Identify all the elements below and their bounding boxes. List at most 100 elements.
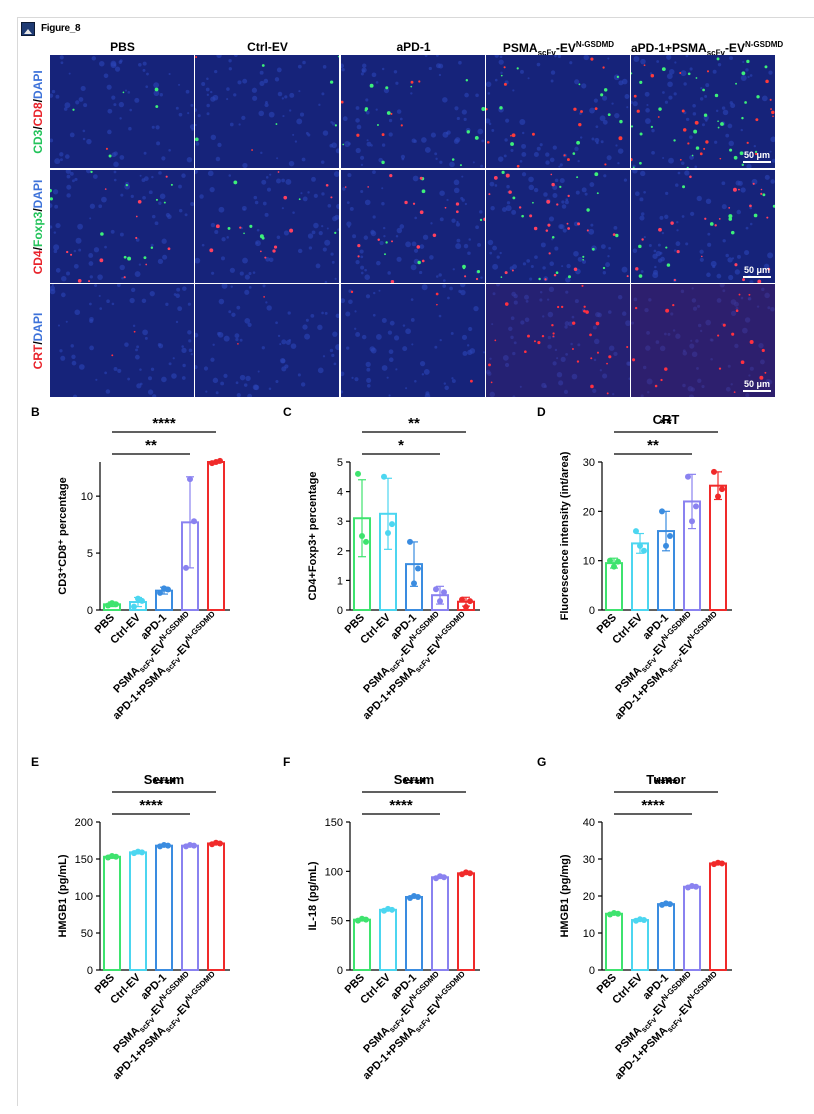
- significance-label: **: [660, 415, 672, 432]
- data-point: [667, 533, 673, 539]
- data-point: [641, 547, 647, 554]
- data-point: [139, 849, 145, 856]
- y-tick-label: 150: [75, 854, 93, 866]
- bar: [207, 461, 225, 611]
- data-point: [359, 533, 365, 539]
- y-tick-label: 0: [589, 965, 595, 977]
- micrograph-r2-c2: [341, 284, 485, 397]
- data-point: [389, 906, 395, 913]
- micrograph-r2-c0: [50, 284, 194, 397]
- data-point: [217, 457, 223, 464]
- significance-label: **: [647, 437, 659, 454]
- data-point: [381, 473, 387, 480]
- x-tick-label: Ctrl-EV: [610, 611, 645, 646]
- figure-title: Figure_8: [41, 23, 81, 34]
- data-point: [433, 586, 439, 593]
- data-point: [355, 470, 361, 477]
- column-label-4: aPD-1+PSMAscFv-EVN-GSDMD: [631, 40, 784, 58]
- micrograph-r2-c3: [486, 284, 630, 397]
- data-point: [113, 853, 119, 860]
- scale-bar: 50 μm: [743, 265, 771, 278]
- y-tick-label: 200: [75, 817, 93, 829]
- data-point: [667, 901, 673, 908]
- bar: [709, 862, 727, 971]
- micrograph-r1-c1: [195, 170, 339, 283]
- bar: [657, 903, 675, 971]
- data-point: [441, 874, 447, 881]
- y-tick-label: 10: [81, 491, 93, 503]
- data-point: [385, 530, 391, 537]
- data-point: [165, 586, 171, 593]
- chart-d: CRT Fluorescence intensity (int/area) 0 10 2…: [559, 412, 732, 722]
- y-tick-label: 3: [337, 516, 343, 528]
- panel-letter-c: C: [283, 405, 292, 419]
- x-tick-label: Ctrl-EV: [108, 971, 143, 1006]
- micrograph-r2-c1: [195, 284, 339, 397]
- column-label-0: PBS: [110, 40, 135, 54]
- data-point: [191, 842, 197, 849]
- data-point: [139, 597, 145, 604]
- y-tick-label: 20: [583, 506, 595, 518]
- data-point: [685, 473, 691, 480]
- data-point: [467, 870, 473, 877]
- data-point: [441, 589, 447, 596]
- data-point: [165, 842, 171, 849]
- data-point: [615, 910, 621, 917]
- significance-label: **: [408, 415, 420, 432]
- data-point: [637, 542, 643, 549]
- y-axis-label: CD3⁺CD8⁺ percentage: [57, 477, 69, 594]
- micrograph-r1-c4: 50 μm: [631, 170, 775, 283]
- y-tick-label: 30: [583, 854, 595, 866]
- significance-label: ****: [641, 797, 665, 814]
- x-tick-label: Ctrl-EV: [108, 611, 143, 646]
- significance-label: ****: [654, 775, 678, 792]
- panel-letter-e: E: [31, 755, 40, 769]
- micrograph-r0-c3: [486, 55, 630, 168]
- bar: [207, 842, 225, 971]
- chart-title: CRT: [653, 412, 680, 427]
- y-tick-label: 40: [583, 817, 595, 829]
- y-tick-label: 0: [589, 605, 595, 617]
- y-tick-label: 50: [331, 916, 343, 928]
- panel-letter-g: G: [537, 755, 547, 769]
- row-label-2: CRT/DAPI: [31, 312, 45, 369]
- y-axis-label: HMGB1 (pg/mL): [57, 854, 69, 937]
- bar: [709, 484, 727, 611]
- y-axis-label: HMGB1 (pg/mg): [559, 854, 571, 937]
- chart-title: Serum: [144, 772, 184, 787]
- data-point: [467, 598, 473, 605]
- data-point: [459, 596, 465, 603]
- x-tick-label: Ctrl-EV: [358, 971, 393, 1006]
- significance-label: ****: [152, 415, 176, 432]
- micrograph-r0-c2: [341, 55, 485, 168]
- data-point: [689, 518, 695, 525]
- data-point: [719, 486, 725, 493]
- bar: [129, 851, 147, 971]
- significance-label: **: [145, 437, 157, 454]
- micrograph-r1-c3: [486, 170, 630, 283]
- bar: [155, 844, 173, 971]
- data-point: [363, 916, 369, 923]
- data-point: [389, 521, 395, 528]
- data-point: [183, 564, 189, 571]
- chart-title: Tumor: [646, 772, 685, 787]
- bar: [181, 844, 199, 971]
- micrograph-r2-c4: 50 μm: [631, 284, 775, 397]
- row-label-0: CD3/CD8/DAPI: [31, 69, 45, 154]
- column-label-2: aPD-1: [396, 40, 431, 54]
- bar: [683, 885, 701, 971]
- data-point: [719, 860, 725, 867]
- data-point: [187, 476, 193, 483]
- data-point: [711, 468, 717, 475]
- y-axis-label: CD4+Foxp3+ percentage: [307, 472, 319, 601]
- bar: [431, 876, 449, 971]
- significance-label: ****: [139, 797, 163, 814]
- bar: [103, 855, 121, 971]
- y-tick-label: 100: [325, 866, 343, 878]
- micrograph-r0-c4: 50 μm: [631, 55, 775, 168]
- micrograph-r0-c0: [50, 55, 194, 168]
- y-tick-label: 1: [337, 575, 343, 587]
- y-axis-label: Fluorescence intensity (int/area): [559, 451, 571, 620]
